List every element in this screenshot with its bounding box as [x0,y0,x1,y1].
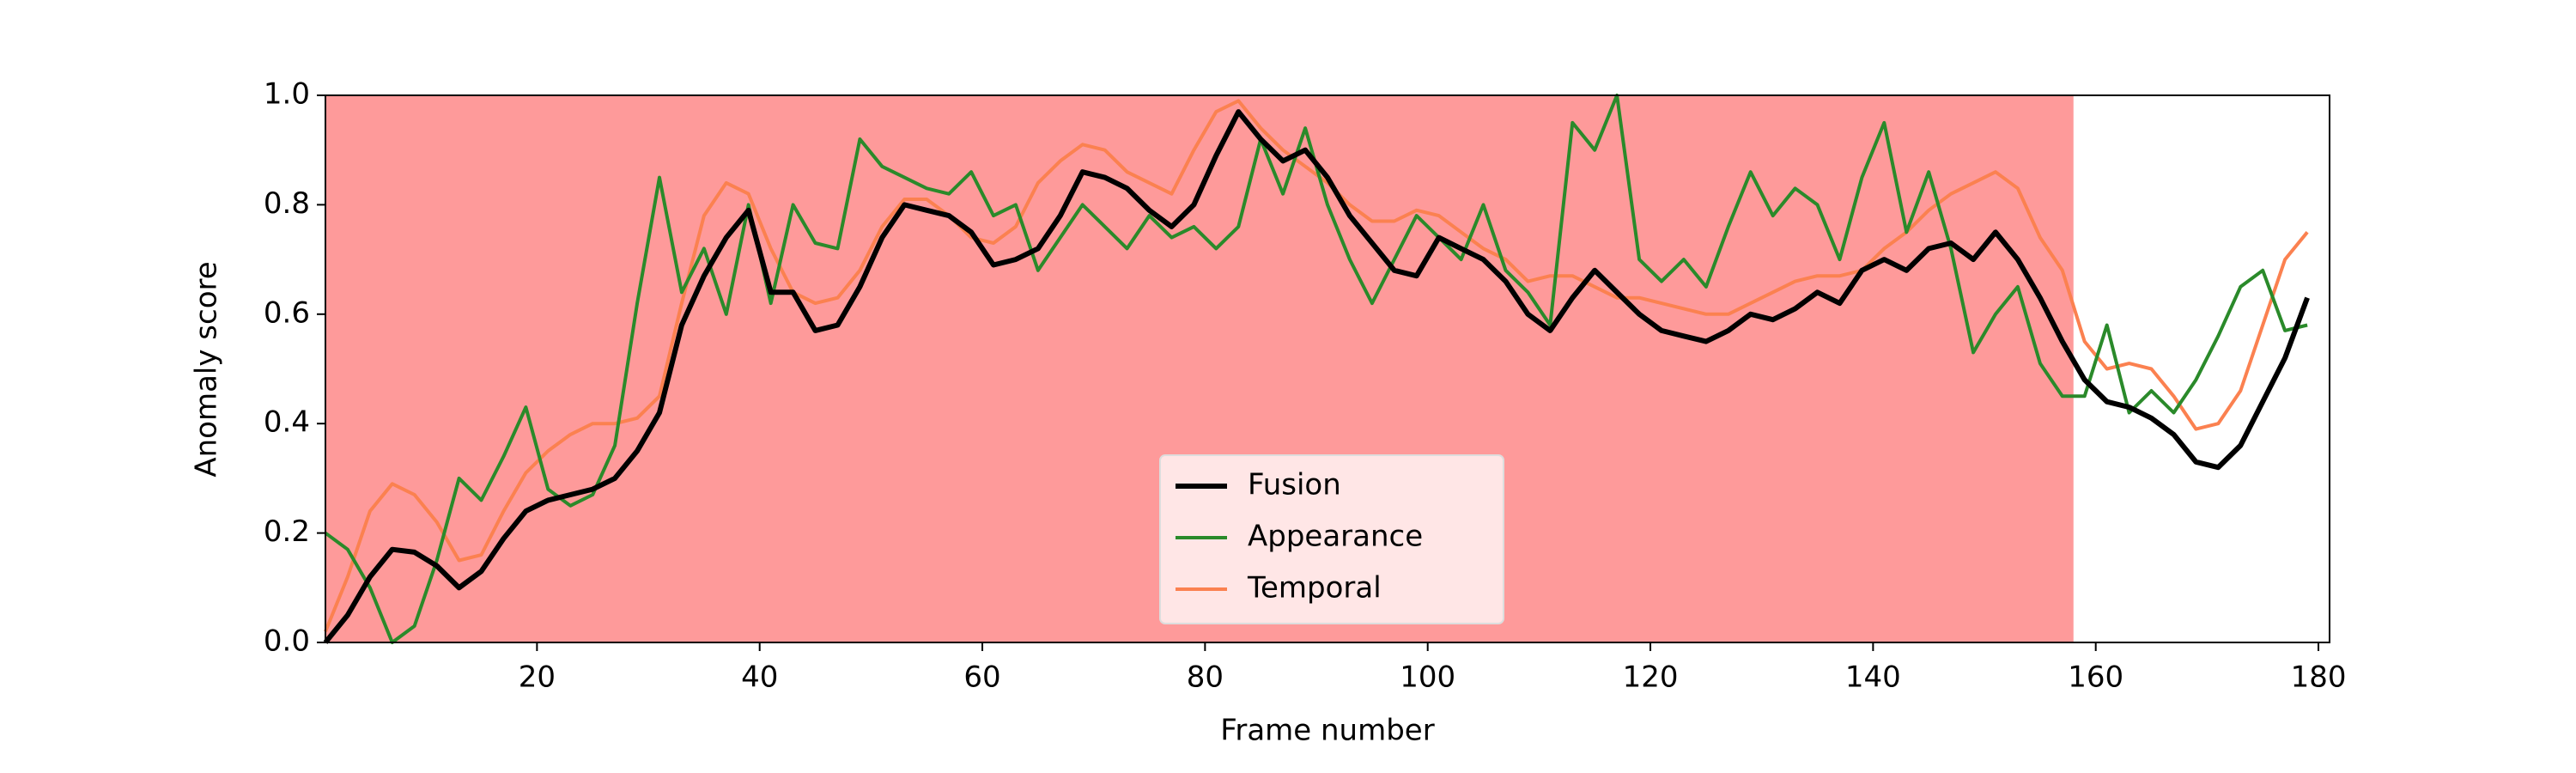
x-tick-label: 20 [519,660,556,695]
x-tick-label: 100 [1400,660,1455,695]
y-tick-label: 0.4 [264,405,310,440]
series-line [324,99,2309,633]
y-tick-label: 0.2 [264,514,310,549]
y-tick-label: 1.0 [264,77,310,112]
legend-box [1159,454,1504,624]
legend-label: Fusion [1248,468,1341,502]
y-axis-label: Anomaly score [190,261,224,477]
y-tick-label: 0.8 [264,186,310,221]
x-tick-label: 80 [1187,660,1224,695]
x-axis-label: Frame number [1220,714,1434,748]
x-tick-label: 180 [2291,660,2347,695]
x-tick-label: 160 [2068,660,2123,695]
legend-label: Appearance [1248,520,1423,554]
x-tick-label: 120 [1623,660,1679,695]
legend: Fusion Appearance Temporal [1159,454,1504,624]
y-tick-label: 0.6 [264,295,310,330]
legend-label: Temporal [1247,571,1382,606]
plot-frame [325,94,2330,643]
series-line [323,109,2310,644]
x-tick-label: 140 [1845,660,1901,695]
x-tick-label: 40 [741,660,778,695]
y-tick-label: 0.0 [264,624,310,659]
x-tick-label: 60 [963,660,1000,695]
